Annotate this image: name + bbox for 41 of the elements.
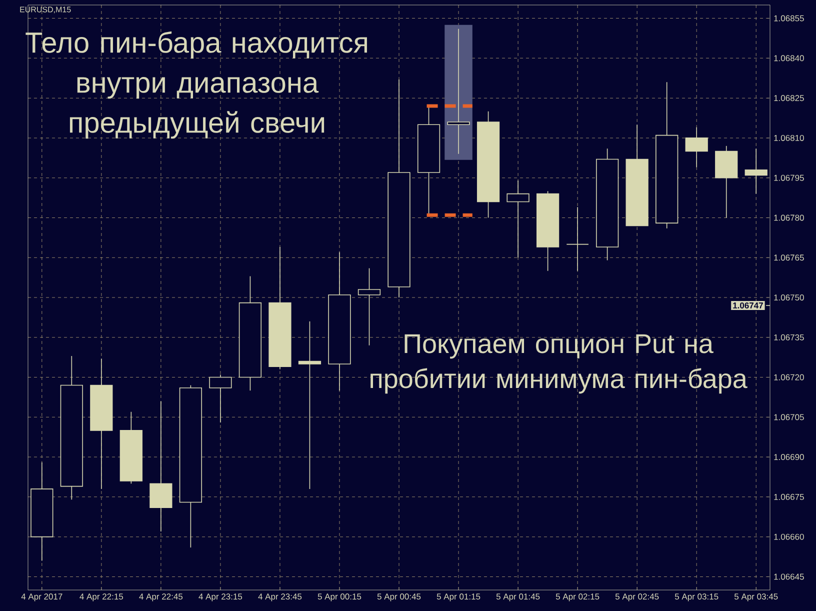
x-tick-label: 4 Apr 23:15 — [198, 594, 242, 602]
annotation: Тело пин-бара находится внутри диапазона предыдущей свечи — [26, 31, 367, 139]
x-tick-label: 5 Apr 00:45 — [377, 594, 421, 602]
x-tick-label: 5 Apr 03:15 — [674, 594, 718, 602]
annotation: Покупаем опцион Put на пробитии минимума пин-бара — [370, 334, 748, 394]
x-tick-label: 4 Apr 23:45 — [258, 594, 302, 602]
chart-title: EURUSD,M15 — [20, 6, 71, 14]
x-tick-label: 5 Apr 03:45 — [734, 594, 778, 602]
y-tick-label: 1.06675 — [774, 494, 804, 500]
y-tick-label: 1.06780 — [774, 214, 804, 221]
y-tick-label: 1.06750 — [774, 294, 804, 301]
candlestick — [358, 268, 381, 346]
ref-line-label: 1.06747 — [733, 302, 763, 308]
x-tick-label: 4 Apr 2017 — [21, 594, 62, 602]
y-tick-label: 1.06735 — [774, 334, 804, 340]
x-tick-label: 5 Apr 00:15 — [318, 594, 362, 602]
candlestick — [685, 126, 708, 168]
y-tick-label: 1.06810 — [774, 134, 804, 141]
y-tick-label: 1.06840 — [774, 55, 804, 62]
y-tick-label: 1.06660 — [774, 534, 804, 540]
y-tick-label: 1.06690 — [774, 454, 804, 460]
candlestick — [744, 148, 768, 194]
x-tick-label: 4 Apr 22:15 — [80, 594, 124, 602]
candlestick — [150, 400, 172, 532]
y-tick-label: 1.06855 — [774, 15, 804, 22]
x-tick-label: 4 Apr 22:45 — [139, 594, 183, 602]
x-tick-label: 5 Apr 01:45 — [496, 594, 540, 602]
y-tick-label: 1.06705 — [774, 414, 804, 420]
candlestick — [506, 180, 530, 258]
y-tick-label: 1.06795 — [774, 174, 804, 181]
y-tick-label: 1.06825 — [774, 95, 804, 102]
y-tick-label: 1.06720 — [774, 374, 804, 380]
candlestick — [566, 206, 589, 272]
x-tick-label: 5 Apr 01:15 — [436, 594, 480, 602]
candlestick — [209, 374, 232, 423]
x-tick-label: 5 Apr 02:15 — [556, 594, 600, 602]
candlestick — [447, 28, 470, 154]
candlestick — [298, 321, 322, 490]
x-tick-label: 5 Apr 02:45 — [615, 594, 659, 602]
y-tick-label: 1.06765 — [774, 254, 804, 261]
y-tick-label: 1.06645 — [774, 574, 804, 580]
